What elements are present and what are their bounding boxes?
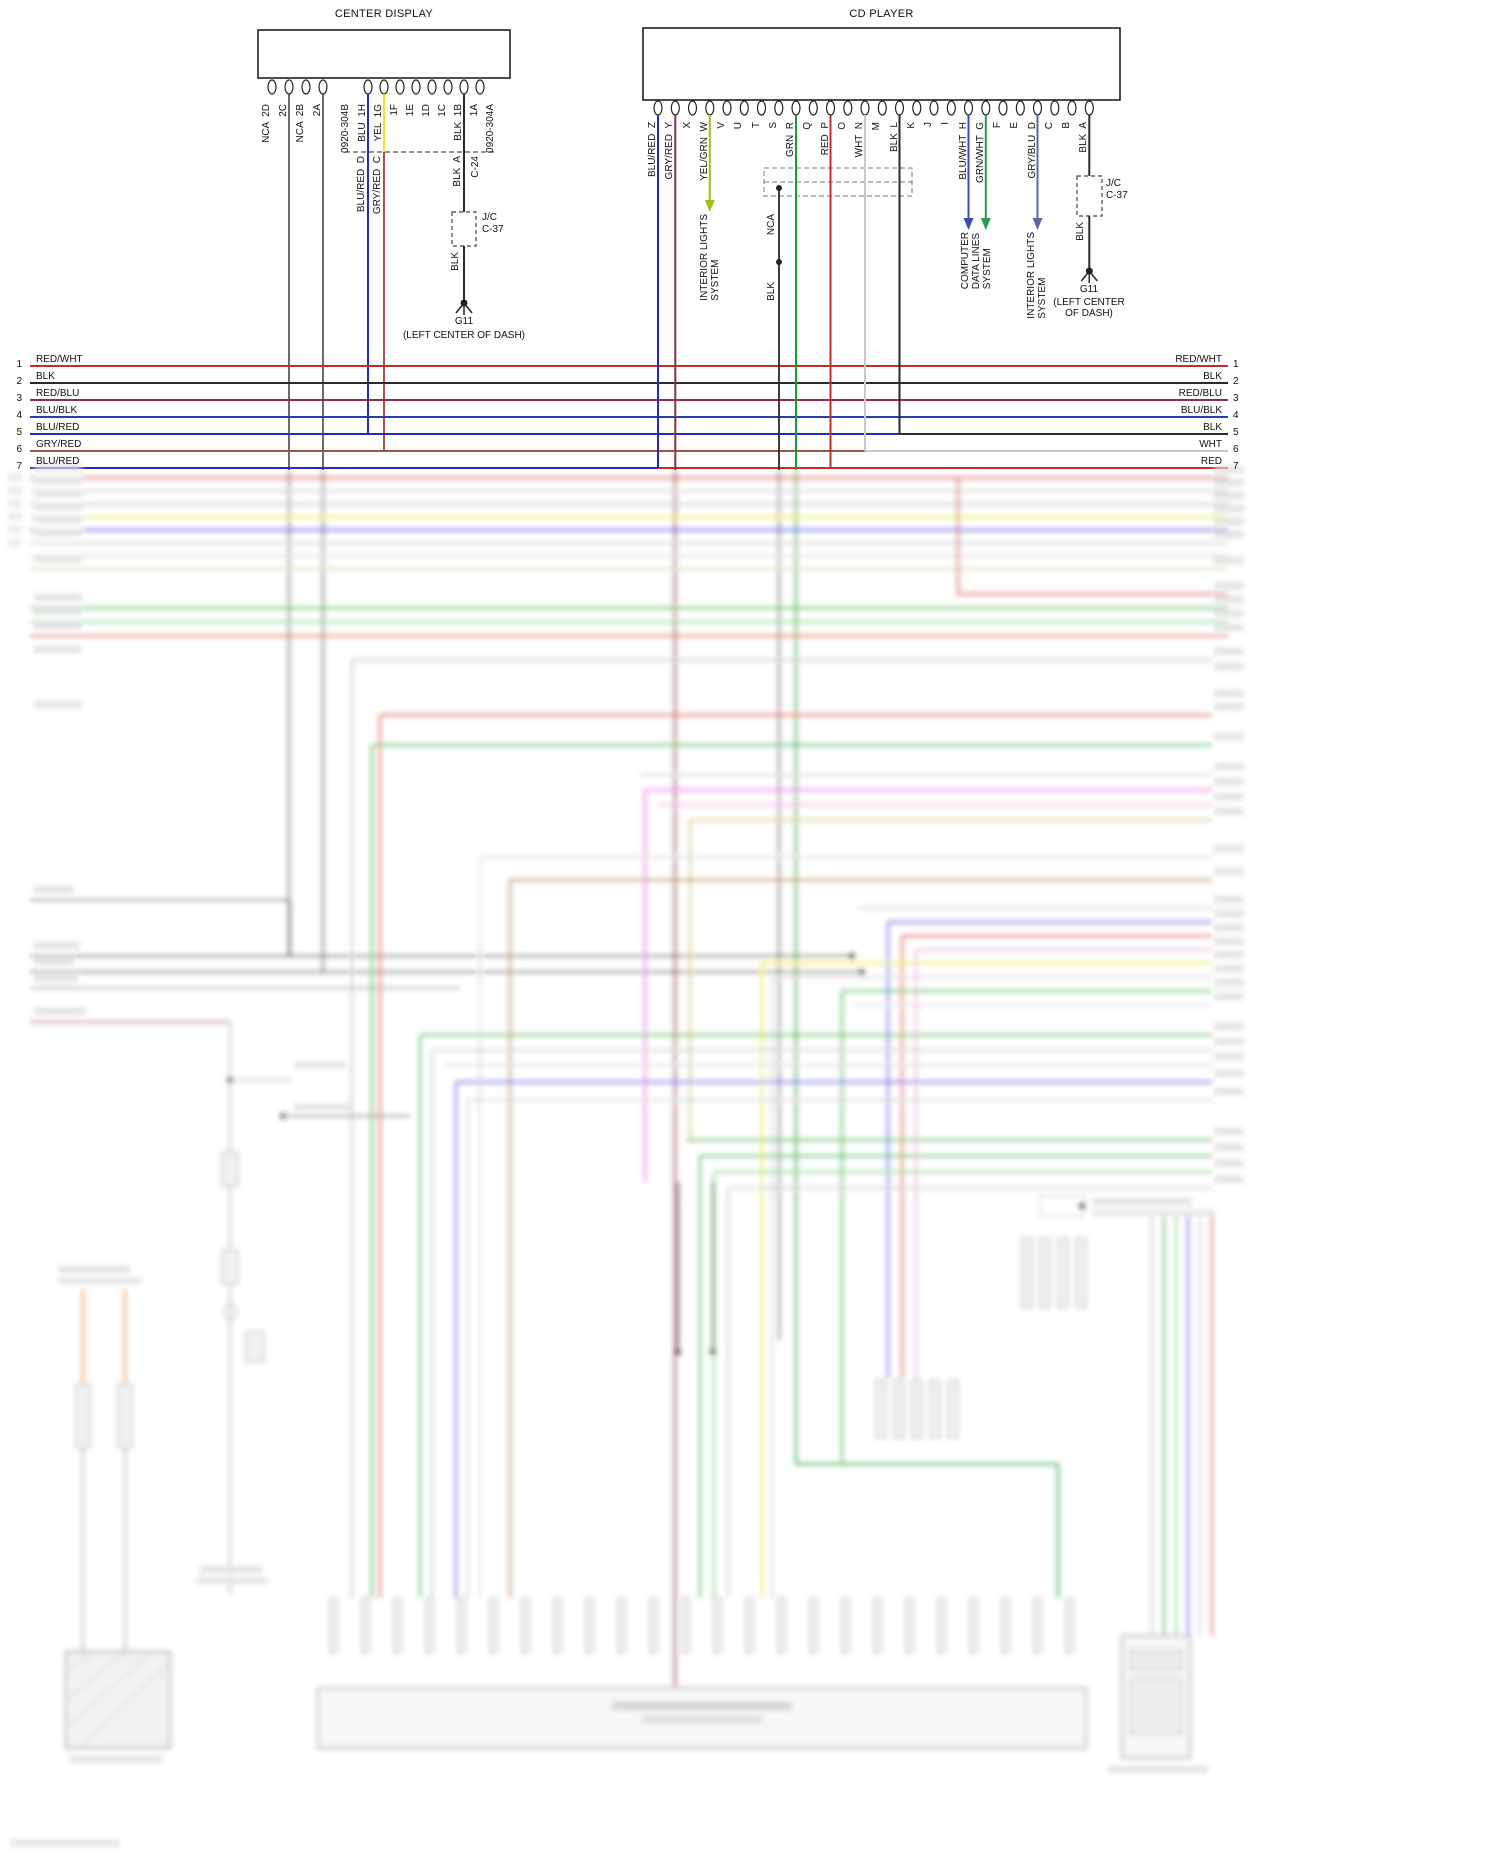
- c24-connector-label: C-24: [470, 156, 481, 178]
- cd-player-pin-label: Q: [802, 122, 814, 130]
- center-display-connector-b-label: 0920-304B: [340, 104, 351, 153]
- row-number-right: 7: [1233, 461, 1239, 472]
- row-wire-label-left: BLU/RED: [36, 456, 80, 467]
- cd-player-pin-label: B: [1061, 122, 1072, 129]
- row-wire-label-right: BLK: [1203, 422, 1222, 433]
- jc-id-cd: C-37: [1106, 190, 1128, 201]
- row-wire-label-right: RED: [1200, 456, 1222, 467]
- cd-player-pin-label: YEL/GRN W: [698, 122, 710, 181]
- row-wire-label-left: BLK: [36, 371, 55, 382]
- center-display-pin-label: NCA 2B: [295, 104, 306, 143]
- center-display-pin-label: 1E: [405, 104, 416, 117]
- row-number-right: 5: [1233, 427, 1239, 438]
- cd-player-pin-label: BLK L: [888, 122, 900, 153]
- cd-player-title: CD PLAYER: [849, 8, 914, 20]
- cd-player-pin-label: M: [871, 122, 883, 131]
- jc-wire-color-cd: BLK: [1075, 222, 1086, 241]
- cd-player-pin-label: F: [992, 122, 1003, 129]
- center-display-pin-label: 1D: [421, 104, 432, 117]
- cd-player-pin-label: BLK A: [1078, 122, 1090, 153]
- shield-blk-label: BLK: [766, 282, 777, 301]
- cd-player-pin-label: C: [1043, 122, 1055, 130]
- jc-label-center: J/C: [482, 212, 497, 223]
- center-display-pin-label: 2C: [278, 104, 289, 117]
- cd-player-pin-label: RED P: [819, 122, 831, 156]
- cd-player-pin-label: O: [836, 122, 848, 130]
- c24-pin-c-label: GRY/RED C: [372, 156, 383, 215]
- cd-player-pin-label: U: [733, 122, 745, 130]
- row-wire-label-left: RED/WHT: [36, 354, 83, 365]
- row-wire-label-left: BLU/BLK: [36, 405, 78, 416]
- c24-pin-d-label: BLU/RED D: [356, 156, 367, 213]
- row-number-right: 6: [1233, 444, 1239, 455]
- cd-player-pin-label: T: [750, 122, 762, 129]
- ground-id-cd: G11: [1079, 284, 1099, 295]
- cd-player-pin-label: GRY/BLU D: [1026, 122, 1038, 179]
- cd-player-pin-label: WHT N: [854, 122, 865, 158]
- row-wire-label-right: WHT: [1199, 439, 1222, 450]
- cd-player-pin-label: GRN/WHT G: [974, 122, 986, 183]
- cd-player-pin-label: E: [1009, 122, 1021, 129]
- c24-pin-a-label: BLK A: [452, 156, 463, 187]
- center-display-connector-a-label: 0920-304A: [485, 104, 496, 153]
- row-number-left: 2: [16, 376, 22, 387]
- center-display-pin-label: BLU 1H: [357, 104, 368, 142]
- row-number-right: 2: [1233, 376, 1239, 387]
- computer-data-lines-system-label: COMPUTER DATA LINES SYSTEM: [960, 232, 993, 290]
- shield-nca-label: NCA: [766, 214, 777, 236]
- ground-location-cd: (LEFT CENTER OF DASH): [1053, 297, 1125, 319]
- blurred-diagram-region: [8, 464, 1244, 1846]
- row-number-left: 1: [16, 359, 22, 370]
- jc-id-center: C-37: [482, 224, 504, 235]
- row-number-right: 3: [1233, 393, 1239, 404]
- cd-player-pin-label: X: [681, 122, 693, 129]
- row-number-left: 7: [16, 461, 22, 472]
- cd-player-pin-label: BLU/WHT H: [957, 122, 969, 180]
- cd-player-pin-label: GRY/RED Y: [664, 122, 676, 180]
- row-number-left: 4: [16, 410, 22, 421]
- cd-player-pin-label: K: [905, 122, 917, 129]
- interior-lights-system-label-1: INTERIOR LIGHTS SYSTEM: [699, 214, 721, 301]
- row-number-left: 3: [16, 393, 22, 404]
- center-display-pin-label: YEL 1G: [373, 104, 384, 142]
- center-display-pin-label: 1A: [469, 104, 480, 117]
- row-wire-label-left: GRY/RED: [36, 439, 82, 450]
- row-wire-label-left: RED/BLU: [36, 388, 80, 399]
- center-display-pin-label: 1C: [437, 104, 448, 117]
- cd-player-pin-label: BLU/RED Z: [647, 122, 658, 178]
- ground-id-center: G11: [454, 316, 474, 327]
- row-wire-label-right: RED/BLU: [1178, 388, 1222, 399]
- cd-player-pin-label: I: [940, 122, 952, 125]
- cd-player-pin-label: GRN R: [785, 122, 796, 157]
- row-number-right: 1: [1233, 359, 1239, 370]
- jc-wire-color-center: BLK: [450, 252, 461, 271]
- center-display-pin-label: NCA 2D: [261, 104, 272, 143]
- center-display-pin-label: 1F: [389, 104, 400, 116]
- center-display-pin-label: 2A: [312, 104, 323, 117]
- row-number-right: 4: [1233, 410, 1239, 421]
- cd-player-pin-label: V: [716, 122, 727, 129]
- row-wire-label-left: BLU/RED: [36, 422, 80, 433]
- cd-player-pin-label: J: [923, 122, 934, 127]
- row-wire-label-right: BLK: [1203, 371, 1222, 382]
- row-number-left: 5: [16, 427, 22, 438]
- center-display-title: CENTER DISPLAY: [334, 8, 434, 20]
- row-wire-label-right: BLU/BLK: [1180, 405, 1222, 416]
- cd-player-pin-label: S: [767, 122, 779, 129]
- center-display-pin-label: BLK 1B: [453, 104, 464, 141]
- row-wire-label-right: RED/WHT: [1175, 354, 1222, 365]
- jc-label-cd: J/C: [1106, 178, 1121, 189]
- ground-location-center: (LEFT CENTER OF DASH): [402, 330, 526, 341]
- row-number-left: 6: [16, 444, 22, 455]
